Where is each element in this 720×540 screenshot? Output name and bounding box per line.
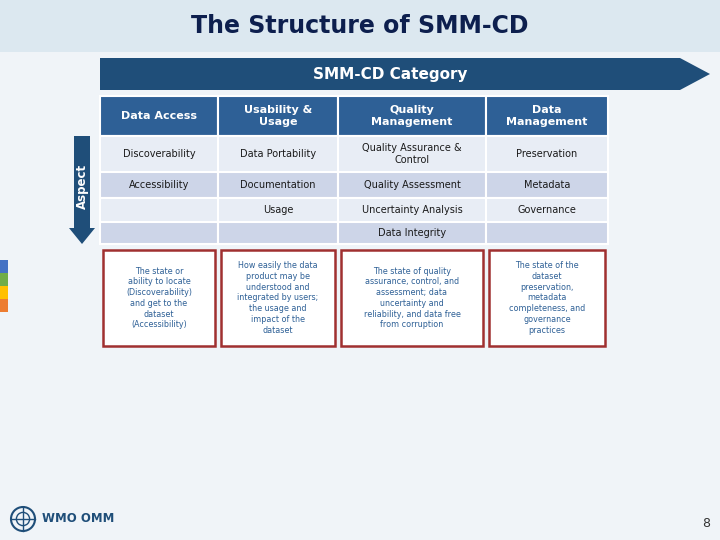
Bar <box>486 172 608 198</box>
FancyBboxPatch shape <box>221 250 335 346</box>
Text: Data
Management: Data Management <box>506 105 588 127</box>
Text: Discoverability: Discoverability <box>122 149 195 159</box>
FancyBboxPatch shape <box>103 250 215 346</box>
FancyBboxPatch shape <box>341 250 483 346</box>
Text: The state of quality
assurance, control, and
assessment; data
uncertainty and
re: The state of quality assurance, control,… <box>364 267 460 329</box>
Text: How easily the data
product may be
understood and
integrated by users;
the usage: How easily the data product may be under… <box>238 261 319 335</box>
Text: Governance: Governance <box>518 205 577 215</box>
Bar <box>0 286 8 299</box>
Text: Data Portability: Data Portability <box>240 149 316 159</box>
Text: 8: 8 <box>702 517 710 530</box>
Bar <box>218 198 338 222</box>
Text: The state of the
dataset
preservation,
metadata
completeness, and
governance
pra: The state of the dataset preservation, m… <box>509 261 585 335</box>
Text: WMO OMM: WMO OMM <box>42 512 114 525</box>
Text: Aspect: Aspect <box>76 164 89 208</box>
Bar <box>486 136 608 172</box>
Text: Accessibility: Accessibility <box>129 180 189 190</box>
Bar <box>0 273 8 286</box>
Bar <box>218 96 338 136</box>
Text: Quality Assessment: Quality Assessment <box>364 180 460 190</box>
Text: SMM-CD Category: SMM-CD Category <box>312 66 467 82</box>
Bar <box>338 136 486 172</box>
Bar <box>0 260 8 273</box>
Text: Usage: Usage <box>263 205 293 215</box>
FancyBboxPatch shape <box>489 250 605 346</box>
Bar <box>218 222 338 244</box>
Text: Quality Assurance &
Control: Quality Assurance & Control <box>362 143 462 165</box>
Bar <box>100 198 218 222</box>
Bar <box>0 299 8 312</box>
Text: Documentation: Documentation <box>240 180 316 190</box>
Polygon shape <box>100 58 710 90</box>
Bar <box>100 136 218 172</box>
Bar <box>100 222 218 244</box>
Text: Preservation: Preservation <box>516 149 577 159</box>
Bar <box>486 198 608 222</box>
Text: Quality
Management: Quality Management <box>372 105 453 127</box>
Bar <box>338 198 486 222</box>
Text: The state or
ability to locate
(Discoverability)
and get to the
dataset
(Accessi: The state or ability to locate (Discover… <box>126 267 192 329</box>
Text: Data Access: Data Access <box>121 111 197 121</box>
Bar <box>100 96 218 136</box>
Bar <box>100 172 218 198</box>
Text: Usability &
Usage: Usability & Usage <box>244 105 312 127</box>
Bar <box>218 136 338 172</box>
Text: Data Integrity: Data Integrity <box>378 228 446 238</box>
Polygon shape <box>69 136 95 244</box>
Bar <box>338 172 486 198</box>
Bar <box>486 96 608 136</box>
Bar <box>218 172 338 198</box>
Bar <box>486 222 608 244</box>
Bar <box>338 222 486 244</box>
Text: Uncertainty Analysis: Uncertainty Analysis <box>361 205 462 215</box>
Text: The Structure of SMM-CD: The Structure of SMM-CD <box>192 14 528 38</box>
Bar <box>0 0 720 52</box>
Bar <box>338 96 486 136</box>
Text: Metadata: Metadata <box>524 180 570 190</box>
